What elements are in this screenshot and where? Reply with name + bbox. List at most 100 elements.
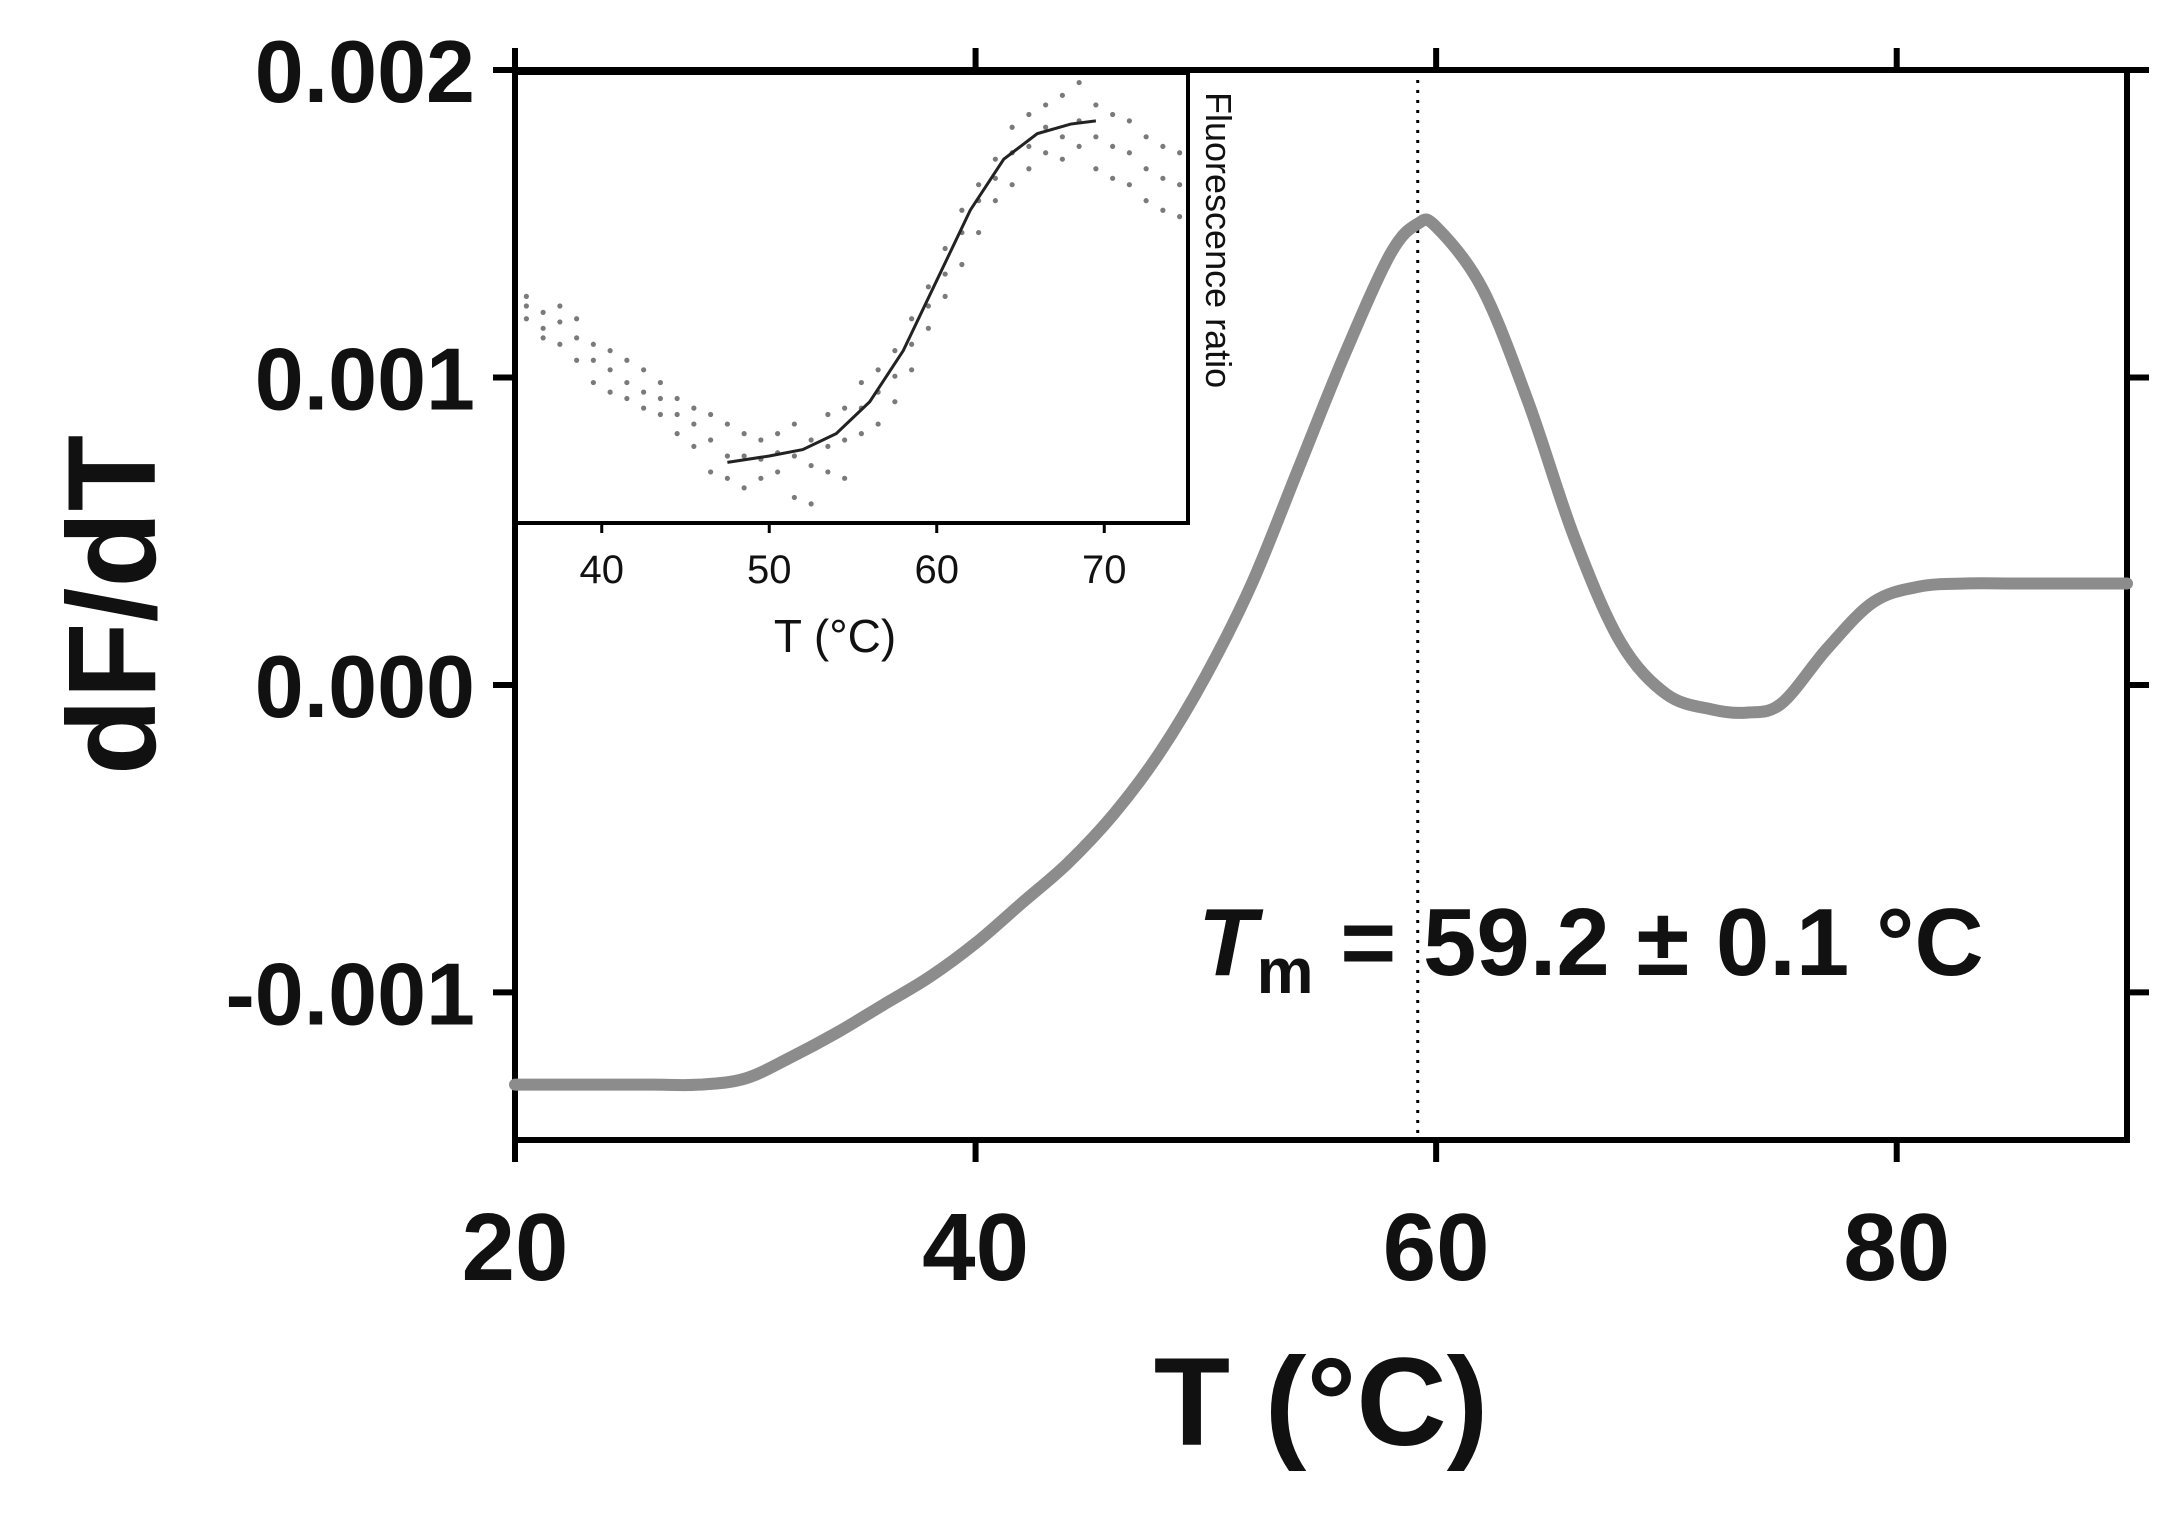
inset-x-tick-label: 50 <box>747 548 792 592</box>
inset-data-point <box>708 411 714 418</box>
inset-data-point <box>1093 134 1099 140</box>
inset-data-point <box>724 475 730 481</box>
inset-data-point <box>590 341 596 347</box>
inset-data-point <box>1009 124 1015 130</box>
tm-value: = 59.2 ± 0.1 °C <box>1314 889 1984 996</box>
inset-data-point <box>791 453 797 459</box>
x-tick-label: 20 <box>462 1194 569 1301</box>
inset-data-point <box>1126 182 1132 188</box>
inset-data-point <box>1110 143 1116 150</box>
main-x-ticks: 20 40 60 80 <box>462 48 1950 1301</box>
inset-frame <box>518 71 1190 525</box>
inset-data-point <box>657 395 663 402</box>
inset-data-point <box>775 469 781 475</box>
x-tick-label: 80 <box>1843 1194 1950 1301</box>
inset-data-point <box>1093 166 1099 172</box>
inset-data-point <box>657 411 663 418</box>
inset-data-point <box>808 437 814 443</box>
x-tick-label: 40 <box>922 1194 1029 1301</box>
inset-data-point <box>674 431 680 437</box>
inset-data-point <box>1177 150 1183 156</box>
inset-data-point <box>1059 92 1065 98</box>
inset-data-point <box>574 357 580 363</box>
main-plot-frame <box>512 67 2130 1143</box>
inset-data-point <box>691 421 697 427</box>
y-axis-title: dF/dT <box>43 435 182 775</box>
inset-data-point <box>540 325 546 331</box>
inset-data-point <box>1143 198 1149 204</box>
tm-annotation: Tm = 59.2 ± 0.1 °C <box>1198 889 1984 1007</box>
inset-x-tick-label: 40 <box>580 548 625 592</box>
inset-data-point <box>624 395 630 402</box>
inset-data-point <box>574 335 580 341</box>
inset-x-ticks: 40 50 60 70 <box>580 523 1127 592</box>
inset-data-point <box>590 379 596 386</box>
inset-data-point <box>825 469 831 475</box>
inset-data-point <box>674 411 680 418</box>
inset-data-point <box>858 379 864 386</box>
inset-data-point <box>808 462 814 469</box>
y-tick-label: -0.001 <box>225 944 475 1043</box>
inset-data-point <box>791 421 797 427</box>
inset-data-point <box>1026 143 1032 150</box>
inset-data-point <box>607 389 613 395</box>
inset-data-point <box>976 182 982 188</box>
inset-data-point <box>992 198 998 204</box>
x-tick-label: 60 <box>1383 1194 1490 1301</box>
inset-data-point <box>1076 79 1082 86</box>
inset-data-point <box>641 405 647 411</box>
inset-data-point <box>909 341 915 347</box>
x-axis-title: T (°C) <box>1154 1333 1489 1472</box>
inset-data-point <box>1076 143 1082 150</box>
inset-data-point <box>741 485 747 491</box>
inset-data-point <box>925 284 931 290</box>
inset-data-point <box>674 395 680 402</box>
inset-data-point <box>1009 182 1015 188</box>
inset-data-point <box>976 229 982 236</box>
y-tick-label: 0.001 <box>255 329 475 428</box>
y-tick-label: 0.000 <box>255 637 475 736</box>
inset-data-point <box>1110 175 1116 181</box>
main-plot: 0.002 0.001 0.000 -0.001 20 40 60 80 Tm = 59.2… <box>43 22 2149 1472</box>
inset-data-point <box>825 443 831 450</box>
tm-subscript: m <box>1257 935 1314 1007</box>
inset-data-point <box>875 421 881 427</box>
inset-data-point <box>590 357 596 363</box>
inset-data-point <box>1093 102 1099 108</box>
inset-data-point <box>892 399 898 405</box>
data-series-line <box>509 213 2133 1092</box>
inset-data-point <box>1177 214 1183 220</box>
inset-data-point <box>758 475 764 481</box>
inset-data-point <box>942 271 948 277</box>
inset-data-point <box>1026 166 1032 172</box>
inset-data-point <box>1110 111 1116 118</box>
inset-data-point <box>540 335 546 341</box>
inset-data-point <box>523 303 529 309</box>
inset-data-point <box>724 453 730 459</box>
inset-data-point <box>523 316 529 322</box>
inset-data-point <box>1026 111 1032 118</box>
inset-data-point <box>624 379 630 386</box>
inset-data-point <box>959 261 965 268</box>
tm-symbol: T <box>1198 889 1264 996</box>
inset-data-point <box>1043 102 1049 108</box>
inset-data-point <box>1059 134 1065 140</box>
inset-data-point <box>708 437 714 443</box>
inset-data-point <box>942 245 948 252</box>
inset-x-tick-label: 70 <box>1082 548 1127 592</box>
inset-data-point <box>1126 150 1132 156</box>
inset-data-point <box>574 316 580 322</box>
inset-data-point <box>825 411 831 418</box>
inset-data-point <box>892 373 898 379</box>
inset-data-point <box>858 431 864 437</box>
inset-data-point <box>1043 150 1049 156</box>
inset-data-point <box>909 316 915 322</box>
inset-data-point <box>1177 182 1183 188</box>
inset-x-tick-label: 60 <box>915 548 960 592</box>
inset-data-point <box>1160 143 1166 150</box>
inset-data-point <box>875 367 881 373</box>
inset-data-point <box>892 348 898 354</box>
inset-data-point <box>1160 207 1166 213</box>
inset-points <box>523 79 1183 507</box>
